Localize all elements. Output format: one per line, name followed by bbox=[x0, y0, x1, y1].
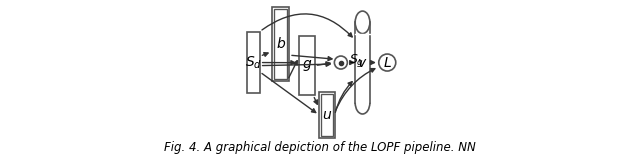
Text: $S_g$: $S_g$ bbox=[349, 52, 364, 69]
Bar bbox=[247, 32, 260, 93]
Text: $L$: $L$ bbox=[383, 56, 392, 70]
Text: $u$: $u$ bbox=[322, 108, 332, 122]
Circle shape bbox=[379, 54, 396, 71]
Text: $S_d$: $S_d$ bbox=[245, 54, 262, 71]
Text: $g$: $g$ bbox=[301, 58, 312, 73]
Ellipse shape bbox=[355, 11, 370, 34]
Bar bbox=[272, 7, 289, 81]
Bar bbox=[319, 92, 335, 138]
Bar bbox=[299, 36, 315, 95]
Bar bbox=[274, 9, 287, 79]
Text: $v$: $v$ bbox=[357, 56, 368, 70]
Text: Fig. 4. A graphical depiction of the LOPF pipeline. NN: Fig. 4. A graphical depiction of the LOP… bbox=[164, 141, 476, 154]
Circle shape bbox=[334, 56, 348, 69]
Text: $b$: $b$ bbox=[275, 37, 285, 51]
Bar bbox=[321, 94, 333, 136]
Bar bbox=[355, 22, 370, 103]
